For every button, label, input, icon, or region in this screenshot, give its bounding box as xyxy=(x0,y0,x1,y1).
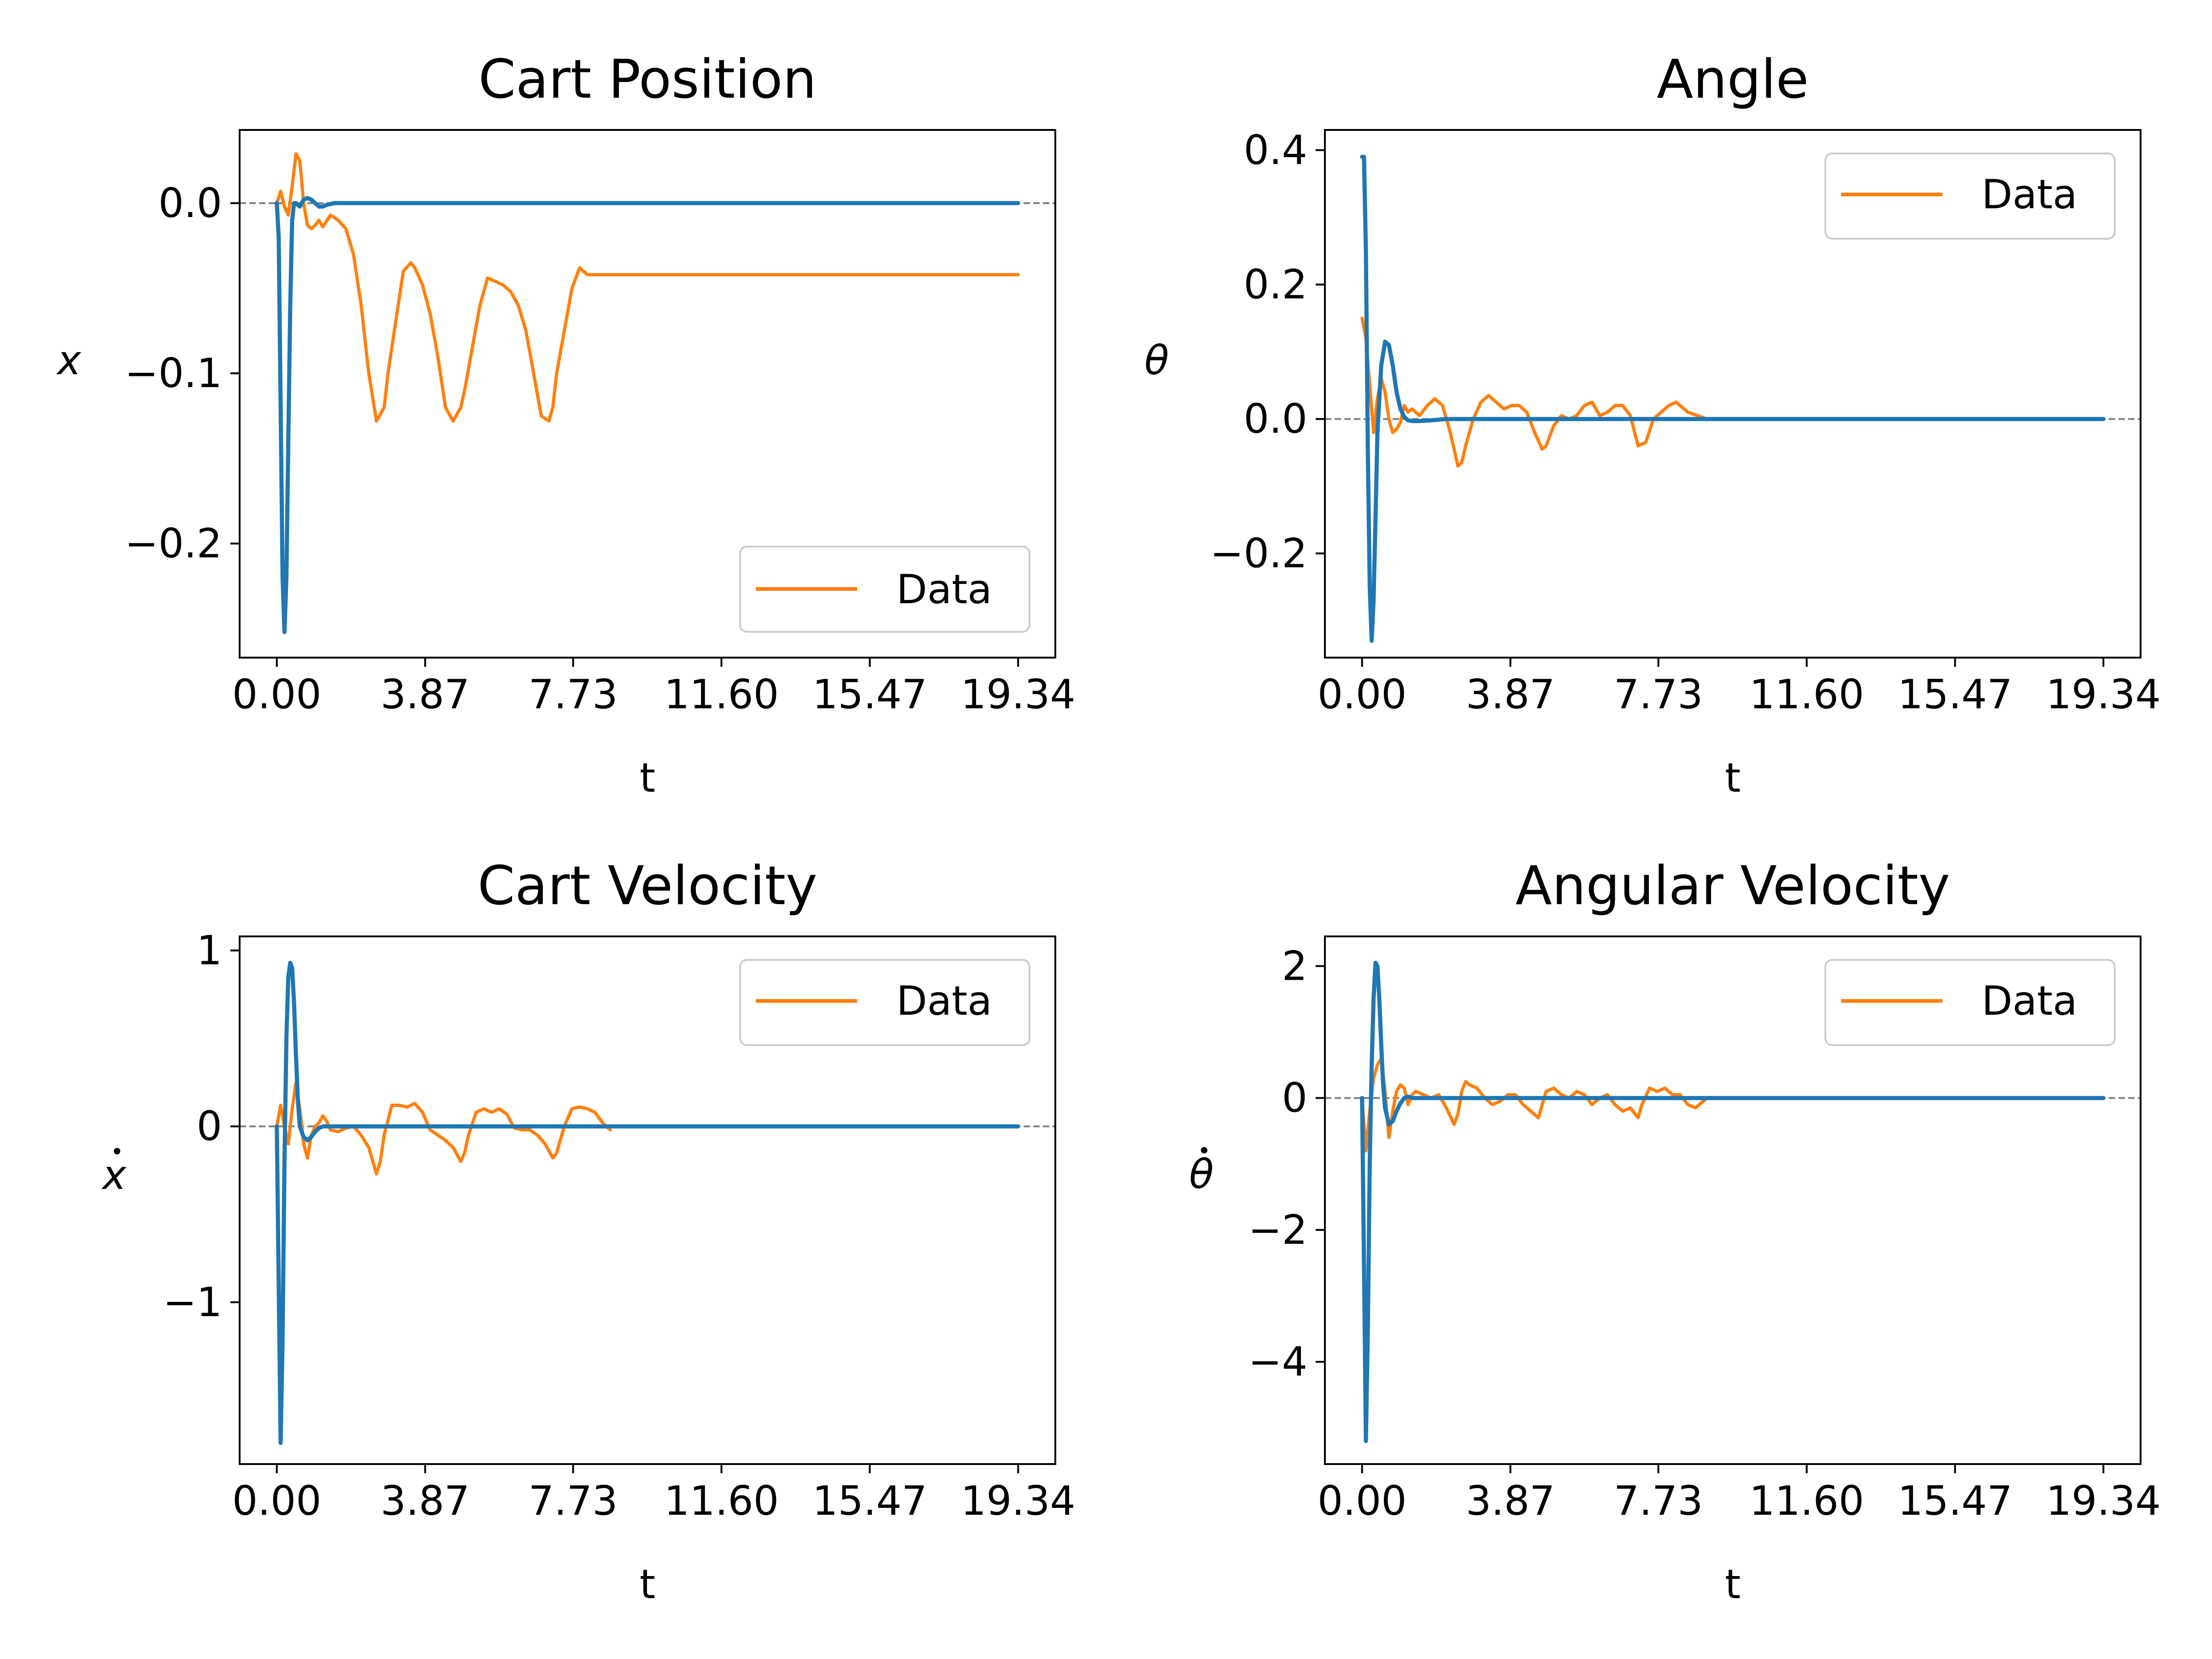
x-tick-label: 15.47 xyxy=(812,1477,927,1524)
x-tick-label: 19.34 xyxy=(2046,671,2161,718)
legend-box xyxy=(739,959,1030,1046)
x-tick-label: 0.00 xyxy=(1318,671,1407,718)
y-tick-label: 0 xyxy=(197,1103,222,1150)
subplot-angle: Angle t θ Data 0.00 3.87 7.73 11.60 15.47 19.… xyxy=(1144,48,2160,801)
series-line-model-1 xyxy=(275,960,1020,1445)
x-axis-label: t xyxy=(1725,754,1741,801)
x-tick-label: 7.73 xyxy=(529,671,618,718)
x-tick-label: 11.60 xyxy=(1749,1477,1864,1524)
x-tick-label: 15.47 xyxy=(812,671,927,718)
y-tick-label: 0 xyxy=(1282,1075,1307,1122)
legend-entry-data: Data xyxy=(896,566,992,613)
subplot-title: Angle xyxy=(1657,48,1809,111)
x-tick-label: 3.87 xyxy=(1466,671,1555,718)
series-line-model-1 xyxy=(1360,960,2106,1443)
legend-entry-data: Data xyxy=(1982,977,2077,1024)
y-axis-label: x xyxy=(101,1152,127,1199)
x-tick-label: 7.73 xyxy=(529,1477,618,1524)
plot-frame xyxy=(239,935,1056,1465)
legend: Data xyxy=(1824,959,2116,1046)
subplot-cart-position: Cart Position t x Data 0.00 3.87 7.73 11.60… xyxy=(56,48,1076,801)
y-tick-label: 0.0 xyxy=(1244,395,1307,442)
x-tick-label: 15.47 xyxy=(1898,1477,2012,1524)
y-tick-label: −2 xyxy=(1248,1206,1307,1253)
x-tick-label: 19.34 xyxy=(2046,1477,2161,1524)
y-tick-label: −1 xyxy=(163,1279,222,1326)
series-line-data xyxy=(1360,316,1709,468)
x-tick-label: 0.00 xyxy=(232,1477,322,1524)
x-tick-label: 3.87 xyxy=(381,671,470,718)
x-tick-label: 0.00 xyxy=(1318,1477,1407,1524)
x-axis-label: t xyxy=(640,754,655,801)
subplot-title: Cart Velocity xyxy=(477,855,817,917)
legend-box xyxy=(1824,153,2116,240)
x-axis-label: t xyxy=(1725,1561,1741,1608)
ylabel-dot-accent xyxy=(114,1148,120,1154)
y-tick-label: 0.0 xyxy=(159,180,222,227)
y-tick-label: 2 xyxy=(1282,942,1307,989)
subplot-title: Cart Position xyxy=(478,48,817,111)
x-tick-label: 3.87 xyxy=(1466,1477,1555,1524)
series-line-model-1 xyxy=(1360,154,2106,643)
x-tick-label: 0.00 xyxy=(232,671,322,718)
y-tick-label: 1 xyxy=(197,927,222,974)
legend: Data xyxy=(739,546,1030,633)
series-line-data xyxy=(275,152,1020,423)
legend-entry-data: Data xyxy=(1982,171,2077,218)
x-tick-label: 19.34 xyxy=(961,1477,1076,1524)
subplot-angular-velocity: Angular Velocity t θ Data 0.00 3.87 7.73 11… xyxy=(1189,855,2160,1608)
y-tick-label: −0.1 xyxy=(125,350,222,397)
x-axis-label: t xyxy=(640,1561,655,1608)
y-tick-label: −0.2 xyxy=(1210,530,1307,577)
plot-frame xyxy=(239,129,1056,659)
plot-frame xyxy=(1324,129,2141,659)
x-tick-label: 15.47 xyxy=(1898,671,2012,718)
y-axis-label: θ xyxy=(1144,337,1169,384)
legend-box xyxy=(739,546,1030,633)
legend: Data xyxy=(1824,153,2116,240)
y-tick-label: 0.2 xyxy=(1244,261,1307,308)
legend-box xyxy=(1824,959,2116,1046)
plot-frame xyxy=(1324,935,2141,1465)
legend-entry-data: Data xyxy=(896,977,992,1024)
y-tick-label: −4 xyxy=(1248,1338,1307,1385)
legend: Data xyxy=(739,959,1030,1046)
y-tick-label: −0.2 xyxy=(125,520,222,567)
x-tick-label: 11.60 xyxy=(1749,671,1864,718)
x-tick-label: 7.73 xyxy=(1614,1477,1703,1524)
y-axis-label: x xyxy=(56,337,82,384)
subplot-cart-velocity: Cart Velocity t x Data 0.00 3.87 7.73 11.60… xyxy=(101,855,1076,1608)
x-tick-label: 19.34 xyxy=(961,671,1076,718)
x-tick-label: 7.73 xyxy=(1614,671,1703,718)
ylabel-dot-accent xyxy=(1201,1147,1207,1153)
y-axis-label: θ xyxy=(1189,1151,1213,1198)
x-tick-label: 11.60 xyxy=(664,1477,779,1524)
x-tick-label: 3.87 xyxy=(381,1477,470,1524)
x-tick-label: 11.60 xyxy=(664,671,779,718)
subplot-title: Angular Velocity xyxy=(1516,855,1950,917)
y-tick-label: 0.4 xyxy=(1244,127,1307,174)
series-line-model-1 xyxy=(275,196,1020,635)
